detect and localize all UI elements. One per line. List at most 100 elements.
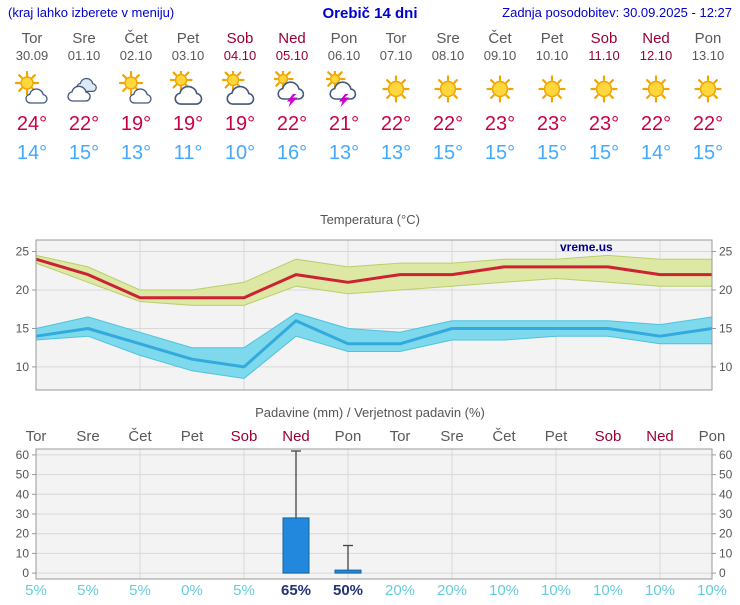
sunny-icon (682, 71, 734, 109)
svg-text:15: 15 (719, 322, 733, 336)
precip-probability: 50% (333, 582, 363, 599)
last-update: Zadnja posodobitev: 30.09.2025 - 12:27 (502, 5, 732, 20)
precip-chart-title: Padavine (mm) / Verjetnost padavin (%) (255, 405, 485, 420)
sunny-icon (578, 71, 630, 109)
day-column-8[interactable]: Sre 08.10 22° 15° (422, 30, 474, 165)
precip-day-label: Sob (595, 428, 622, 445)
day-date: 03.10 (171, 48, 205, 63)
precip-day-label: Pon (335, 428, 362, 445)
day-name: Ned (278, 30, 306, 47)
svg-text:50: 50 (16, 468, 30, 482)
day-name: Pon (694, 30, 722, 47)
precip-probability: 5% (233, 582, 255, 599)
day-column-7[interactable]: Tor 07.10 22° 13° (370, 30, 422, 165)
low-temp: 11° (173, 142, 203, 164)
temp-chart-title: Temperatura (°C) (320, 212, 420, 227)
svg-text:20: 20 (719, 527, 733, 541)
day-date: 05.10 (275, 48, 309, 63)
day-name: Ned (642, 30, 670, 47)
day-column-12[interactable]: Ned 12.10 22° 14° (630, 30, 682, 165)
svg-text:20: 20 (16, 283, 30, 297)
svg-text:25: 25 (16, 245, 30, 259)
day-date: 08.10 (431, 48, 465, 63)
precip-day-label: Pet (545, 428, 568, 445)
precip-day-label: Ned (646, 428, 674, 445)
precip-probability: 20% (385, 582, 415, 599)
day-date: 02.10 (119, 48, 153, 63)
high-temp: 23° (536, 113, 568, 135)
day-name: Tor (21, 30, 43, 47)
precip-day-label: Ned (282, 428, 310, 445)
day-date: 12.10 (639, 48, 673, 63)
precip-probability: 5% (129, 582, 151, 599)
precip-day-label: Sre (440, 428, 463, 445)
day-name: Pet (540, 30, 564, 47)
thunderstorm-icon (266, 68, 318, 109)
max-temp-line (35, 257, 712, 300)
high-temp: 19° (224, 113, 256, 135)
day-column-6[interactable]: Pon 06.10 21° 13° (318, 30, 370, 165)
low-temp: 15° (68, 142, 100, 164)
svg-text:20: 20 (16, 527, 30, 541)
precip-probability: 10% (593, 582, 623, 599)
day-column-13[interactable]: Pon 13.10 22° 15° (682, 30, 734, 165)
forecast-strip: Tor 30.09 24° 14° Sre 01.10 22° 15° Čet … (6, 30, 734, 165)
svg-text:0: 0 (22, 566, 29, 580)
low-temp: 10° (224, 142, 256, 164)
top-bar: (kraj lahko izberete v meniju) Orebič 14… (0, 5, 740, 25)
day-name: Tor (385, 30, 407, 47)
high-temp: 22° (640, 113, 672, 135)
precipitation-chart: 0 0 10 10 20 20 30 30 40 40 50 50 60 60 Tor Sre Čet Pet So… (0, 403, 740, 600)
day-name: Pon (330, 30, 358, 47)
temperature-chart: 10 10 15 15 20 20 25 25 Temperatura (°C) vreme.us (0, 208, 740, 403)
lightning-bolt (287, 94, 298, 107)
cloudy-icon (58, 71, 110, 109)
day-column-11[interactable]: Sob 11.10 23° 15° (578, 30, 630, 165)
precip-day-label: Čet (492, 428, 516, 445)
svg-text:30: 30 (719, 507, 733, 521)
min-temp-line (35, 319, 713, 369)
svg-text:50: 50 (719, 468, 733, 482)
partly-sunny-icon (6, 70, 58, 109)
svg-text:25: 25 (719, 245, 733, 259)
precip-day-label: Tor (390, 428, 411, 445)
lightning-bolt (339, 94, 350, 107)
precip-probability: 10% (541, 582, 571, 599)
svg-text:10: 10 (719, 546, 733, 560)
high-temp: 22° (68, 113, 100, 135)
day-column-4[interactable]: Sob 04.10 19° 10° (214, 30, 266, 165)
precip-probability: 0% (181, 582, 203, 599)
svg-text:10: 10 (719, 360, 733, 374)
precip-day-label: Pet (181, 428, 204, 445)
precip-day-label: Tor (26, 428, 47, 445)
precip-probability: 65% (281, 582, 311, 599)
day-name: Čet (124, 30, 148, 47)
low-temp: 13° (328, 142, 360, 164)
high-temp: 22° (692, 113, 724, 135)
precip-day-label: Sob (231, 428, 258, 445)
menu-hint[interactable]: (kraj lahko izberete v meniju) (8, 5, 175, 20)
mostly-cloudy-icon (214, 68, 266, 109)
svg-text:60: 60 (719, 448, 733, 462)
high-temp: 23° (484, 113, 516, 135)
precip-bar (282, 517, 310, 574)
high-temp: 19° (120, 113, 152, 135)
day-column-5[interactable]: Ned 05.10 22° 16° (266, 30, 318, 165)
day-column-9[interactable]: Čet 09.10 23° 15° (474, 30, 526, 165)
day-name: Sre (72, 30, 96, 47)
sunny-icon (370, 71, 422, 109)
day-column-3[interactable]: Pet 03.10 19° 11° (162, 30, 214, 165)
precip-probability: 5% (25, 582, 47, 599)
precip-day-label: Sre (76, 428, 99, 445)
day-date: 09.10 (483, 48, 517, 63)
day-column-1[interactable]: Sre 01.10 22° 15° (58, 30, 110, 165)
day-date: 06.10 (327, 48, 361, 63)
day-name: Sob (226, 30, 254, 47)
day-column-2[interactable]: Čet 02.10 19° 13° (110, 30, 162, 165)
high-temp: 22° (380, 113, 412, 135)
svg-text:40: 40 (16, 487, 30, 501)
svg-text:15: 15 (16, 322, 30, 336)
day-column-10[interactable]: Pet 10.10 23° 15° (526, 30, 578, 165)
day-column-0[interactable]: Tor 30.09 24° 14° (6, 30, 58, 165)
